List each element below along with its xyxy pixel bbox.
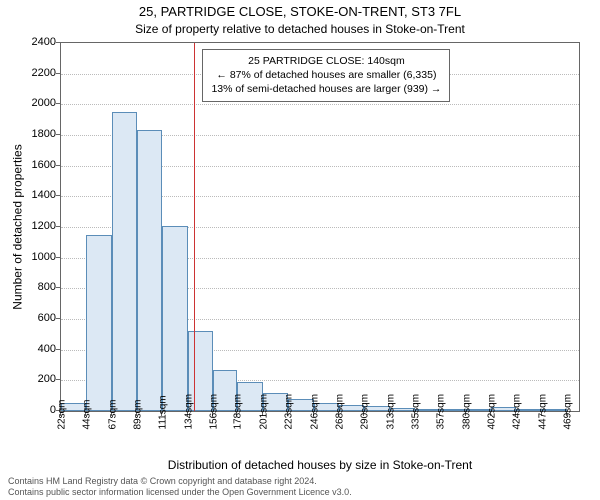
plot-area: 25 PARTRIDGE CLOSE: 140sqm← 87% of detac…	[60, 42, 580, 412]
x-tick-label: 357sqm	[435, 426, 446, 430]
footer-line-1: Contains HM Land Registry data © Crown c…	[8, 476, 352, 487]
x-tick-label: 313sqm	[386, 426, 397, 430]
grid-line	[61, 104, 579, 105]
x-tick-label: 402sqm	[486, 426, 497, 430]
chart-title-sub: Size of property relative to detached ho…	[0, 22, 600, 36]
x-tick-label: 44sqm	[81, 426, 92, 430]
x-tick-label: 380sqm	[461, 426, 472, 430]
y-tick-label: 1200	[16, 220, 56, 232]
x-tick-label: 178sqm	[233, 426, 244, 430]
x-tick-label: 290sqm	[360, 426, 371, 430]
property-size-chart: 25, PARTRIDGE CLOSE, STOKE-ON-TRENT, ST3…	[0, 0, 600, 500]
y-tick-label: 1400	[16, 189, 56, 201]
x-tick-label: 201sqm	[259, 426, 270, 430]
x-tick-label: 268sqm	[335, 426, 346, 430]
info-box: 25 PARTRIDGE CLOSE: 140sqm← 87% of detac…	[202, 49, 450, 102]
y-tick-label: 400	[16, 343, 56, 355]
x-axis-label: Distribution of detached houses by size …	[60, 458, 580, 472]
reference-line	[194, 43, 195, 411]
info-box-line: ← 87% of detached houses are smaller (6,…	[211, 68, 441, 82]
x-tick-label: 335sqm	[411, 426, 422, 430]
x-tick-label: 134sqm	[183, 426, 194, 430]
x-tick-label: 89sqm	[132, 426, 143, 430]
x-tick-label: 447sqm	[537, 426, 548, 430]
chart-title-main: 25, PARTRIDGE CLOSE, STOKE-ON-TRENT, ST3…	[0, 4, 600, 19]
x-tick-label: 67sqm	[107, 426, 118, 430]
y-tick-label: 1000	[16, 251, 56, 263]
histogram-bar	[162, 226, 188, 411]
x-tick-label: 223sqm	[284, 426, 295, 430]
y-tick-label: 600	[16, 312, 56, 324]
x-tick-label: 246sqm	[310, 426, 321, 430]
y-tick-label: 1800	[16, 128, 56, 140]
footer-line-2: Contains public sector information licen…	[8, 487, 352, 498]
y-tick-label: 2200	[16, 67, 56, 79]
y-tick-label: 1600	[16, 159, 56, 171]
histogram-bar	[86, 235, 112, 411]
x-tick-label: 469sqm	[562, 426, 573, 430]
y-tick-label: 200	[16, 373, 56, 385]
info-box-line: 13% of semi-detached houses are larger (…	[211, 82, 441, 96]
x-tick-label: 111sqm	[157, 426, 168, 430]
y-tick-label: 2400	[16, 36, 56, 48]
histogram-bar	[112, 112, 137, 411]
x-tick-label: 424sqm	[511, 426, 522, 430]
chart-footer: Contains HM Land Registry data © Crown c…	[8, 476, 352, 498]
x-tick-label: 156sqm	[208, 426, 219, 430]
y-tick-label: 0	[16, 404, 56, 416]
histogram-bar	[137, 130, 162, 411]
y-tick-label: 800	[16, 281, 56, 293]
info-box-line: 25 PARTRIDGE CLOSE: 140sqm	[211, 54, 441, 68]
x-tick-label: 22sqm	[57, 426, 68, 430]
y-tick-label: 2000	[16, 97, 56, 109]
